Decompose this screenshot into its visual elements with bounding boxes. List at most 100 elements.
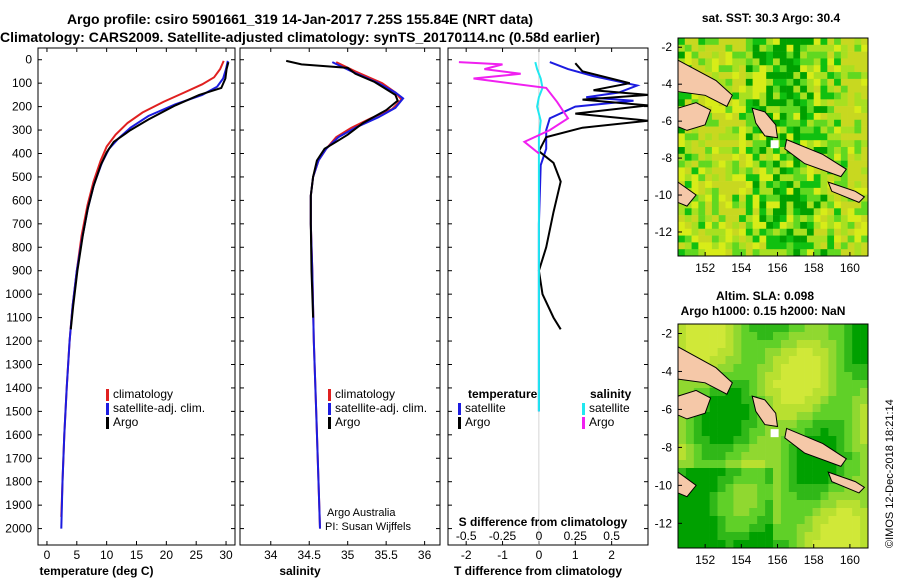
map-cell	[786, 201, 794, 209]
map-cell	[685, 428, 695, 437]
map-cell	[765, 436, 774, 445]
map-cell	[759, 181, 767, 189]
map-cell	[804, 388, 813, 397]
map-cell	[861, 51, 869, 59]
map-cell	[773, 492, 782, 501]
map-cell	[844, 468, 853, 477]
map-cell	[739, 167, 747, 175]
map-cell	[693, 516, 703, 525]
map-cell	[804, 372, 813, 381]
map-cell	[725, 201, 733, 209]
map-cell	[827, 99, 835, 107]
map-cell	[827, 44, 835, 52]
map-cell	[773, 468, 782, 477]
map-cell	[709, 420, 718, 429]
map-cell	[779, 187, 787, 195]
map-cell	[847, 201, 855, 209]
x-tick-label: 34	[264, 548, 278, 562]
map-cell	[725, 412, 734, 421]
map-cell	[678, 160, 686, 168]
x-tick-label: 20	[160, 548, 174, 562]
map-cell	[684, 249, 692, 257]
map-cell	[691, 174, 699, 182]
map-cell	[788, 516, 798, 525]
map-cell	[766, 215, 774, 223]
map-cell	[836, 492, 845, 501]
map-cell	[800, 194, 808, 202]
map-cell	[718, 215, 726, 223]
map-cell	[840, 235, 848, 243]
map-cell	[773, 508, 782, 517]
map-cell	[813, 167, 821, 175]
depth-tick-label: 300	[12, 123, 32, 137]
map-cell	[766, 38, 774, 46]
map-cell	[684, 147, 692, 155]
map-cell	[827, 92, 835, 100]
map-cell	[780, 524, 790, 533]
map-cell	[847, 58, 855, 66]
map-cell	[745, 249, 753, 257]
map-cell	[813, 133, 821, 141]
map-cell	[840, 181, 848, 189]
map-cell	[779, 133, 787, 141]
map-cell	[733, 412, 742, 421]
map-cell	[813, 92, 821, 100]
map-cell	[779, 235, 787, 243]
map-cell	[779, 65, 787, 73]
map-cell	[773, 160, 781, 168]
map-cell	[759, 92, 767, 100]
map-cell	[709, 508, 718, 517]
map-cell	[779, 72, 787, 80]
x-tick-label: 152	[695, 553, 715, 567]
map-cell	[684, 228, 692, 236]
map-cell	[844, 404, 853, 413]
map-cell	[733, 532, 742, 541]
map-cell	[827, 112, 835, 121]
map-cell	[847, 119, 855, 127]
map-cell	[828, 396, 837, 405]
map-cell	[691, 133, 699, 141]
map-cell	[711, 147, 720, 155]
map-cell	[834, 181, 842, 189]
map-cell	[840, 78, 848, 86]
map-cell	[739, 174, 747, 182]
map-cell	[733, 420, 742, 429]
y-tick-label: -4	[661, 77, 672, 91]
map-cell	[786, 235, 794, 243]
map-cell	[698, 221, 706, 230]
map-cell	[705, 58, 713, 66]
map-cell	[861, 92, 869, 100]
map-cell	[709, 324, 718, 333]
map-cell	[765, 492, 774, 501]
map-cell	[765, 356, 774, 365]
map-cell	[745, 106, 753, 114]
map-cell	[752, 242, 760, 250]
map-cell	[788, 452, 798, 461]
map-cell	[861, 38, 869, 46]
map-cell	[812, 532, 821, 541]
map-cell	[752, 201, 760, 209]
map-cell	[796, 428, 805, 437]
map-cell	[860, 492, 869, 501]
map-cell	[685, 476, 695, 485]
map-cell	[759, 215, 767, 223]
map-cell	[705, 99, 713, 107]
map-cell	[847, 85, 855, 93]
map-cell	[773, 92, 781, 100]
map-cell	[812, 500, 821, 509]
map-cell	[793, 167, 801, 175]
map-cell	[804, 532, 813, 541]
map-cell	[766, 235, 774, 243]
legend-swatch	[582, 403, 585, 415]
map-cell	[860, 420, 869, 429]
map-cell	[860, 436, 869, 445]
legend-label: Argo	[465, 415, 491, 429]
map-cell	[773, 452, 782, 461]
map-cell	[725, 160, 733, 168]
map-cell	[834, 194, 842, 202]
map-cell	[840, 44, 848, 52]
map-cell	[828, 324, 837, 333]
map-cell	[765, 388, 774, 397]
map-cell	[827, 126, 835, 134]
map-cell	[820, 428, 829, 437]
